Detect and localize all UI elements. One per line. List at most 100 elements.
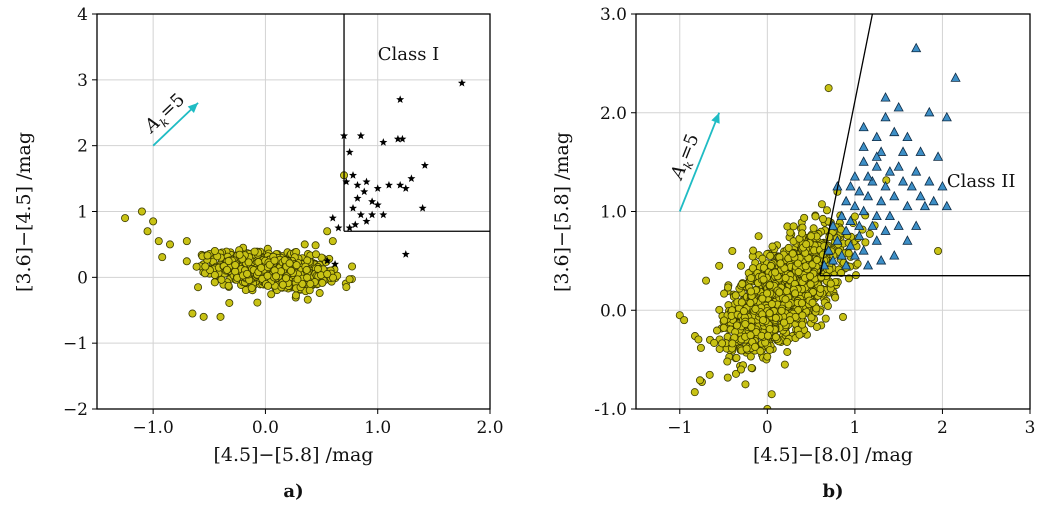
class2-point [928,195,939,206]
yso-point [737,365,746,374]
yso-point [263,271,272,280]
class2-point [858,245,869,255]
yso-point [759,316,768,325]
yso-point [831,293,840,302]
class1-point [345,223,354,232]
class2-point [915,146,926,156]
class2-point [884,166,895,176]
yso-point [780,318,789,327]
yso-point [844,274,853,283]
yso-point [210,270,219,279]
yso-point [822,206,831,215]
yso-point [264,281,273,290]
yso-point [345,275,354,284]
class1-point [407,174,416,182]
y-tick-label: 1.0 [600,203,627,223]
x-tick-label: −1 [667,418,692,438]
yso-point [728,246,737,255]
class2-point [832,235,843,245]
x-tick-label: 0 [762,418,773,438]
y-axis-label: [3.6]−[4.5] /mag [13,132,35,292]
class2-point [836,250,847,260]
y-tick-label: 2 [77,137,88,157]
yso-point [250,247,259,256]
class2-point [862,259,874,270]
class2-point [941,200,952,211]
x-tick-label: 2.0 [476,418,503,438]
yso-point [758,254,767,263]
yso-point [311,250,320,259]
yso-point [225,298,234,307]
class1-point [360,187,369,196]
yso-point [342,283,351,292]
yso-point [811,212,820,221]
class-annotation: Class II [947,171,1016,192]
yso-point [272,272,281,281]
yso-point [695,376,704,385]
class2-point [911,220,922,230]
yso-point [158,253,167,262]
class1-point [342,177,351,186]
yso-point [783,347,792,356]
yso-point [765,324,774,333]
yso-point [291,291,300,300]
yso-point [817,200,826,209]
x-axis-label: [4.5]−[5.8] /mag [214,444,374,466]
yso-point [732,353,741,362]
yso-point [121,214,130,223]
class2-point [941,111,952,122]
class1-point [418,204,427,212]
yso-point [231,261,240,270]
class2-point [889,190,900,201]
class1-point [379,210,388,219]
yso-point [216,312,225,321]
class2-point [841,225,852,235]
yso-point [739,307,748,316]
yso-point [763,331,772,340]
yso-point [746,298,755,307]
yso-point [758,294,767,303]
class1-point [356,210,365,219]
class1-point [351,220,360,229]
yso-point [715,261,724,270]
yso-point [751,304,760,313]
yso-point [298,279,307,288]
class2-point [897,146,909,156]
yso-point [694,335,703,344]
class1-point [362,177,371,186]
yso-point [801,262,810,271]
yso-point [747,363,756,372]
yso-point [749,246,758,255]
yso-point [777,410,784,417]
yso-point [303,295,312,304]
class1-point [379,138,388,146]
class2-point [845,240,856,250]
class2-point [858,156,869,166]
yso-point [806,272,815,281]
class2-point [937,180,948,191]
yso-point [270,256,279,265]
yso-point [244,258,253,267]
series-circle [675,84,943,417]
yso-point [826,279,835,288]
yso-point [763,289,772,298]
class2-point [911,166,922,176]
class1-point [396,180,405,189]
class2-point [884,210,895,221]
yso-point [807,232,816,241]
yso-point [765,309,774,318]
class2-point [889,126,900,137]
x-axis-label: [4.5]−[8.0] /mag [753,444,913,466]
yso-point [765,281,774,290]
yso-point [243,269,252,278]
class2-point [911,42,922,53]
class1-point [349,204,358,212]
y-tick-label: 4 [77,5,88,25]
x-tick-label: 3 [1025,418,1036,438]
yso-point [817,273,826,282]
yso-point [723,373,732,382]
class2-point [880,180,891,191]
yso-point [723,357,732,366]
class1-point [368,197,377,206]
class1-point [356,131,365,140]
